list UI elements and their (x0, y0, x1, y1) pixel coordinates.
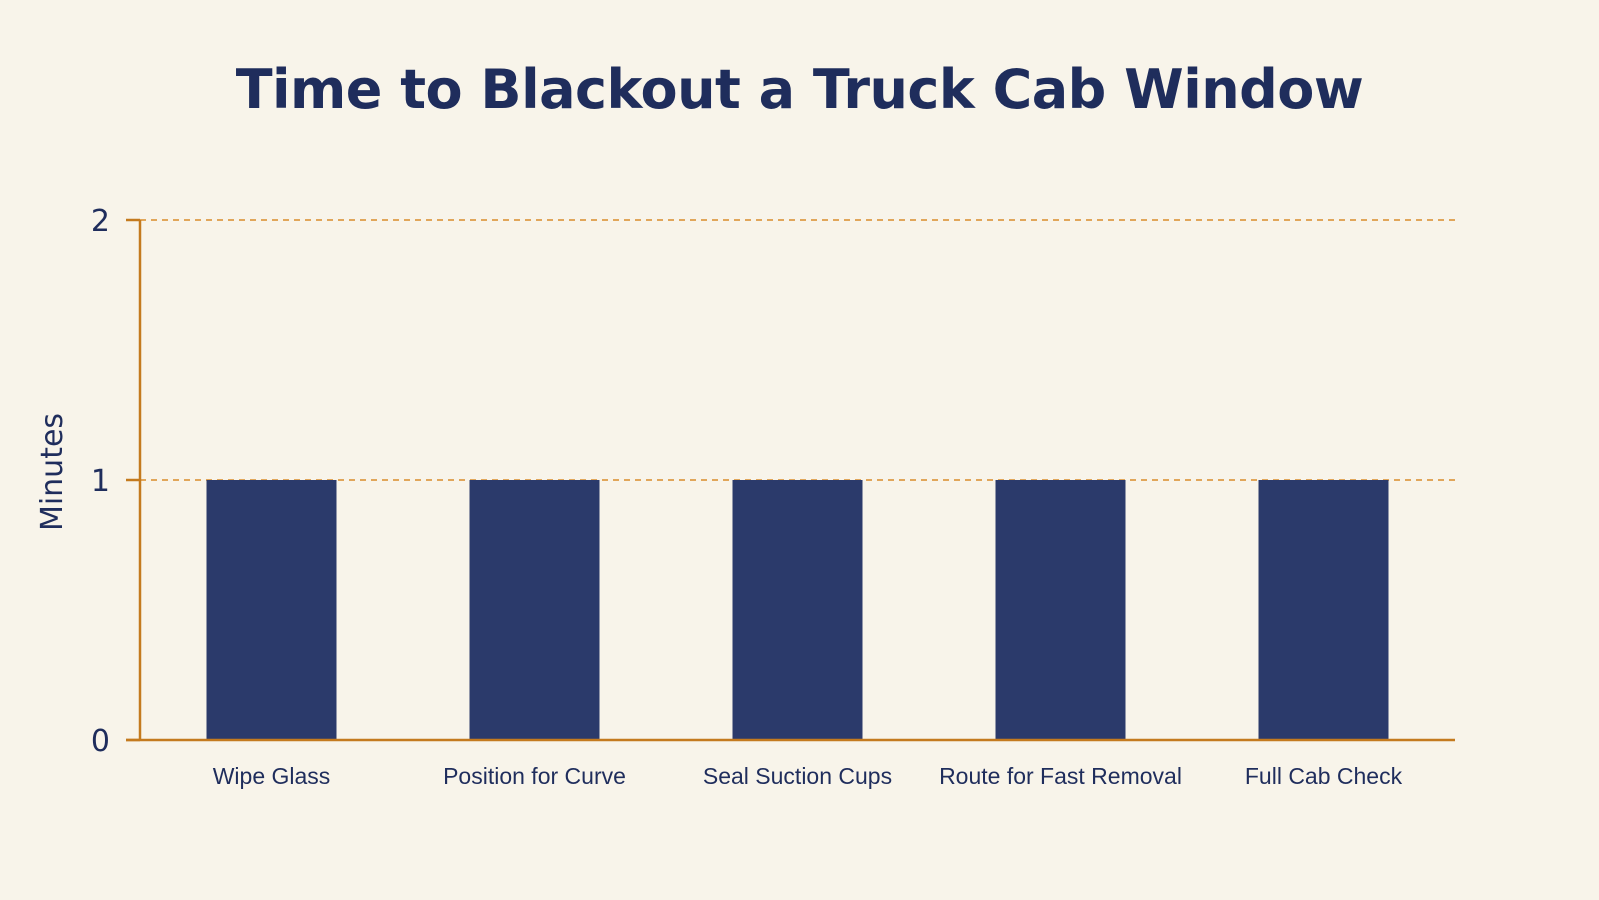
y-axis-title: Minutes (35, 413, 70, 531)
x-tick-label-0: Wipe Glass (213, 763, 331, 789)
bar-0 (206, 480, 337, 740)
x-tick-label-1: Position for Curve (443, 763, 626, 789)
bars (206, 480, 1389, 740)
y-tick-label-1: 1 (91, 464, 110, 499)
bar-2 (732, 480, 863, 740)
y-tick-label-0: 0 (91, 724, 110, 759)
bar-1 (469, 480, 600, 740)
x-tick-label-3: Route for Fast Removal (939, 763, 1182, 789)
y-tick-label-2: 2 (91, 204, 110, 239)
bar-4 (1258, 480, 1389, 740)
x-tick-labels: Wipe Glass Position for Curve Seal Suction… (213, 763, 1403, 789)
gridlines (140, 219, 1455, 481)
x-tick-label-4: Full Cab Check (1245, 763, 1403, 789)
chart-title: Time to Blackout a Truck Cab Window (235, 58, 1364, 121)
y-tick-labels: 0 1 2 (91, 204, 140, 759)
x-tick-label-2: Seal Suction Cups (703, 763, 892, 789)
bar-3 (995, 480, 1126, 740)
